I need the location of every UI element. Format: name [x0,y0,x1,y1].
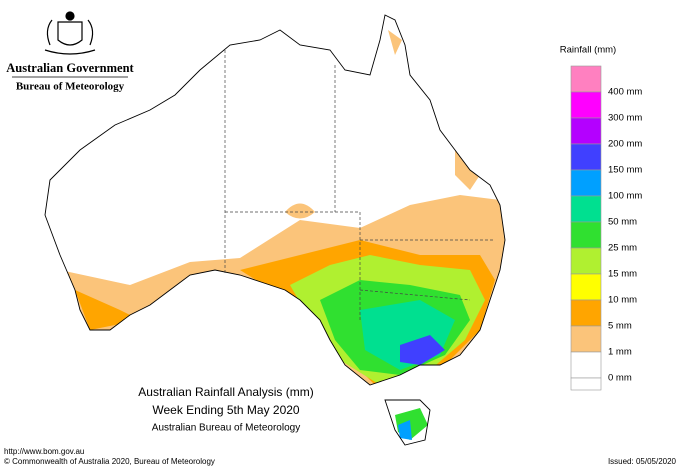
rain-1mm [388,30,480,190]
map-subtitle: Week Ending 5th May 2020 [152,403,300,417]
legend-label: 5 mm [608,321,632,332]
map-source: Australian Bureau of Meteorology [152,423,300,434]
legend-swatch [570,117,602,145]
legend-label: 150 mm [608,165,642,176]
legend-swatch [570,247,602,275]
legend-label: 300 mm [608,113,642,124]
agency-name: Australian Government [6,61,134,75]
bureau-name: Bureau of Meteorology [16,81,125,93]
legend-swatch [570,91,602,119]
legend-label: 400 mm [608,87,642,98]
legend-swatch [570,221,602,249]
coastline [44,14,506,446]
legend-swatch [570,377,602,391]
legend-title: Rainfall (mm) [560,45,616,56]
footer-url: http://www.bom.gov.au [4,447,84,456]
legend-label: 50 mm [608,217,637,228]
legend-swatch [570,143,602,171]
legend-label: 0 mm [608,373,632,384]
legend-swatch [570,351,602,379]
legend: 400 mm 300 mm 200 mm 150 mm 100 mm 50 mm 25 mm… [570,65,642,391]
legend-swatch [570,169,602,197]
legend-swatch [570,195,602,223]
issued-date: Issued: 05/05/2020 [608,457,677,466]
legend-swatch [570,325,602,353]
legend-label: 200 mm [608,139,642,150]
rain-150mm [400,335,445,365]
legend-swatch [570,273,602,301]
legend-label: 1 mm [608,347,632,358]
legend-swatch [570,299,602,327]
legend-label: 15 mm [608,269,637,280]
crest [44,11,96,55]
legend-label: 100 mm [608,191,642,202]
state-borders [224,50,495,320]
footer-copyright: © Commonwealth of Australia 2020, Bureau… [4,457,215,466]
rain-1mm [285,203,470,230]
legend-label: 25 mm [608,243,637,254]
map-title: Australian Rainfall Analysis (mm) [138,385,313,399]
legend-label: 10 mm [608,295,637,306]
rain-100mm [398,420,412,440]
legend-swatch [570,65,602,93]
